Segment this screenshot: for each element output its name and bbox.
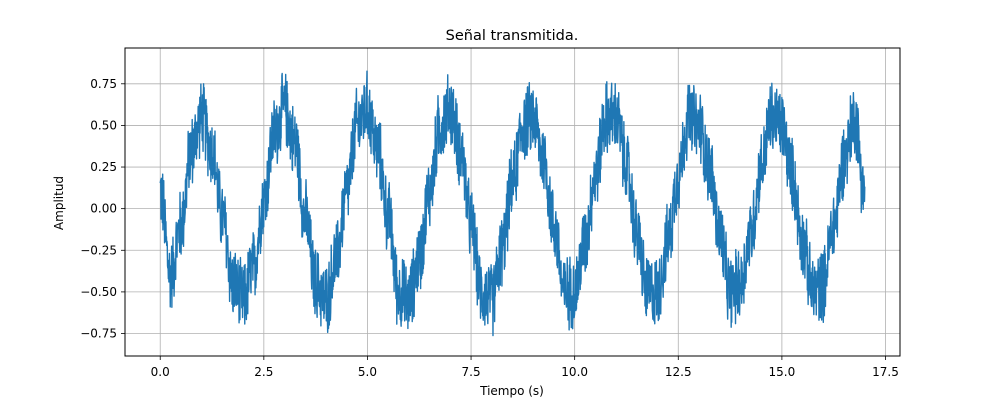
y-tick-label: −0.25 <box>80 243 117 257</box>
x-tick-label: 12.5 <box>665 365 692 379</box>
signal-line <box>159 70 866 337</box>
y-tick-label: −0.50 <box>80 285 117 299</box>
x-tick-label: 17.5 <box>872 365 899 379</box>
plot-area: 0.0 2.5 5.0 7.5 10.0 12.5 15.0 17.5 −0.75 −0.50 −0… <box>80 47 901 379</box>
x-tick-label: 10.0 <box>561 365 588 379</box>
y-tick-label: −0.75 <box>80 327 117 341</box>
y-tick-label: 0.75 <box>90 77 117 91</box>
y-tick-label: 0.25 <box>90 160 117 174</box>
x-tick-label: 2.5 <box>254 365 273 379</box>
y-tick-label: 0.00 <box>90 202 117 216</box>
axes-frame <box>124 47 901 357</box>
chart-title: Señal transmitida. <box>446 28 579 44</box>
x-tick-label: 0.0 <box>151 365 170 379</box>
y-axis-label: Amplitud <box>52 176 66 230</box>
x-tick-label: 7.5 <box>462 365 481 379</box>
y-tick-label: 0.50 <box>90 118 117 132</box>
x-tick-label: 5.0 <box>358 365 377 379</box>
x-tick-label: 15.0 <box>769 365 796 379</box>
x-axis-label: Tiempo (s) <box>479 384 544 398</box>
